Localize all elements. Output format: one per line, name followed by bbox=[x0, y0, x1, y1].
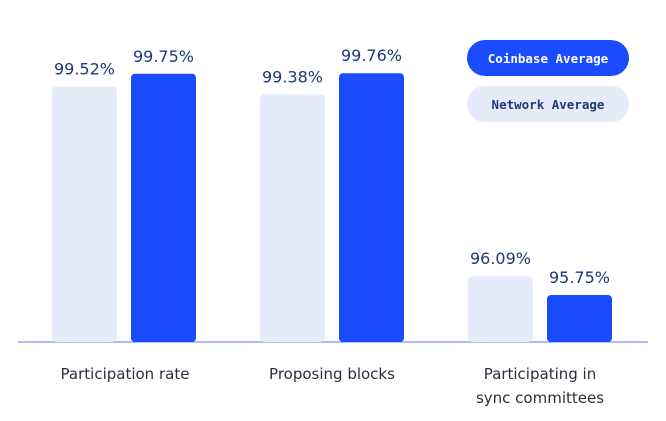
bar-coinbase-0 bbox=[131, 73, 196, 343]
data-label: 99.38% bbox=[262, 67, 323, 86]
data-label: 99.75% bbox=[133, 47, 194, 66]
legend-label: Network Average bbox=[491, 96, 605, 112]
data-label: 96.09% bbox=[470, 249, 531, 268]
bar-network-1 bbox=[260, 94, 325, 342]
data-label: 95.75% bbox=[549, 268, 610, 287]
legend-network-average: Network Average bbox=[467, 86, 629, 122]
data-label: 99.52% bbox=[54, 60, 115, 79]
legend-label: Coinbase Average bbox=[487, 50, 609, 66]
legend-coinbase-average: Coinbase Average bbox=[467, 40, 629, 76]
category-label: sync committees bbox=[476, 389, 604, 407]
category-label: Participating in bbox=[484, 365, 596, 383]
bar-network-2 bbox=[468, 276, 533, 342]
bar-network-0 bbox=[52, 86, 117, 342]
bar-coinbase-2 bbox=[547, 294, 612, 342]
bar-coinbase-1 bbox=[339, 73, 404, 342]
category-label: Proposing blocks bbox=[269, 365, 395, 383]
category-label: Participation rate bbox=[61, 365, 190, 383]
data-label: 99.76% bbox=[341, 46, 402, 65]
